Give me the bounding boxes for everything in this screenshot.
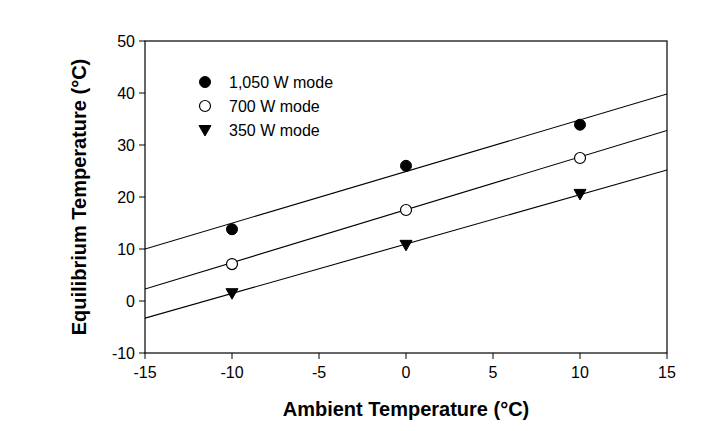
y-tick-label: 50 (117, 33, 135, 50)
data-point (574, 189, 586, 200)
legend-label: 1,050 W mode (229, 74, 333, 91)
legend-marker (200, 101, 211, 112)
fit-line (145, 130, 667, 289)
x-axis-label: Ambient Temperature (°C) (283, 398, 530, 420)
plot-frame (145, 41, 667, 353)
x-tick (406, 353, 407, 359)
data-point (401, 160, 412, 171)
legend-marker (200, 77, 211, 88)
data-point (575, 119, 586, 130)
chart: -15 -10 -5 0 5 10 15 -10 0 10 20 30 40 50 Ambient Temp… (0, 0, 723, 431)
y-tick (139, 41, 145, 42)
fit-line (145, 170, 667, 318)
y-tick (139, 197, 145, 198)
x-tick (319, 353, 320, 359)
x-tick-label: -15 (133, 364, 156, 381)
x-tick-label: -10 (220, 364, 243, 381)
legend-marker (199, 126, 211, 137)
x-tick-label: -5 (312, 364, 326, 381)
legend-label: 700 W mode (229, 98, 320, 115)
x-tick (580, 353, 581, 359)
legend-label: 350 W mode (229, 122, 320, 139)
data-point (227, 259, 238, 270)
y-tick-label: -10 (112, 345, 135, 362)
x-tick-label: 0 (402, 364, 411, 381)
legend: 1,050 W mode 700 W mode 350 W mode (199, 74, 333, 139)
fit-line (145, 94, 667, 249)
y-axis-label: Equilibrium Temperature (°C) (68, 59, 90, 336)
data-point (226, 289, 238, 300)
data-point (227, 224, 238, 235)
x-tick (667, 353, 668, 359)
y-tick (139, 93, 145, 94)
y-tick (139, 249, 145, 250)
x-tick (232, 353, 233, 359)
y-tick (139, 301, 145, 302)
y-tick-label: 10 (117, 241, 135, 258)
data-point (400, 240, 412, 251)
x-tick-label: 10 (571, 364, 589, 381)
y-tick (139, 145, 145, 146)
data-point (575, 153, 586, 164)
x-tick (145, 353, 146, 359)
y-tick-label: 30 (117, 137, 135, 154)
plot-data (145, 94, 667, 318)
data-point (401, 205, 412, 216)
x-tick-label: 5 (489, 364, 498, 381)
x-tick (493, 353, 494, 359)
y-tick (139, 353, 145, 354)
y-tick-label: 0 (126, 293, 135, 310)
y-tick-label: 20 (117, 189, 135, 206)
y-tick-label: 40 (117, 85, 135, 102)
x-tick-label: 15 (658, 364, 676, 381)
